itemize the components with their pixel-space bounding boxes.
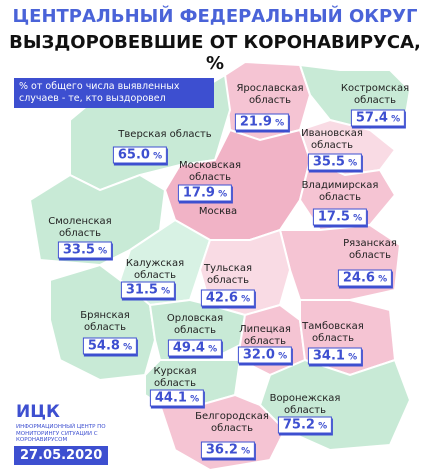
region-value: 31.5 % xyxy=(120,281,176,299)
value-number: 31.5 xyxy=(125,282,158,298)
value-number: 17.9 xyxy=(182,185,215,201)
region-name: Липецкая область xyxy=(239,324,291,347)
region-value: 42.6 % xyxy=(200,289,256,307)
value-unit: % xyxy=(186,394,200,405)
region-name: Белгородская область xyxy=(195,411,269,434)
value-number: 21.9 xyxy=(239,114,272,130)
region-shape xyxy=(278,223,402,301)
region-value: 17.5 % xyxy=(312,208,368,226)
value-number: 33.5 xyxy=(62,242,95,258)
region-value: 65.0 % xyxy=(112,146,168,164)
region-name: Орловская область xyxy=(166,313,224,336)
region-value: 17.9 % xyxy=(177,184,233,202)
value-number: 54.8 xyxy=(87,338,120,354)
value-unit: % xyxy=(214,189,228,200)
value-number: 44.1 xyxy=(154,390,187,406)
value-number: 42.6 xyxy=(205,290,238,306)
region-name: Курская область xyxy=(153,366,197,389)
region-value: 32.0 % xyxy=(237,346,293,364)
region-name: Ивановская область xyxy=(301,128,363,151)
value-number: 49.4 xyxy=(172,340,205,356)
value-number: 75.2 xyxy=(282,417,315,433)
region-value: 21.9 % xyxy=(234,113,290,131)
region-name: Смоленская область xyxy=(48,216,112,239)
region-name: Костромская область xyxy=(340,83,410,106)
region-name: Московская область xyxy=(179,160,241,183)
subtitle: ВЫЗДОРОВЕВШИЕ ОТ КОРОНАВИРУСА, % xyxy=(9,32,421,74)
value-number: 24.6 xyxy=(342,270,375,286)
region-name: Тверская область xyxy=(118,129,212,140)
region-value: 24.6 % xyxy=(337,269,393,287)
value-number: 57.4 xyxy=(355,110,388,126)
value-unit: % xyxy=(157,286,171,297)
region-value: 44.1 % xyxy=(149,389,205,407)
region-name: Владимирская область xyxy=(301,180,379,203)
region-name: Тамбовская область xyxy=(302,321,364,344)
value-unit: % xyxy=(149,151,163,162)
legend: % от общего числа выявленных случаев - т… xyxy=(14,78,214,108)
value-unit: % xyxy=(271,118,285,129)
value-unit: % xyxy=(349,213,363,224)
value-number: 32.0 xyxy=(242,347,275,363)
region-value: 49.4 % xyxy=(167,339,223,357)
value-unit: % xyxy=(119,342,133,353)
value-unit: % xyxy=(274,351,288,362)
region-value: 54.8 % xyxy=(82,337,138,355)
logo-text: ИНФОРМАЦИОННЫЙ ЦЕНТР ПО МОНИТОРИНГУ СИТУ… xyxy=(16,424,106,444)
region-value: 33.5 % xyxy=(57,241,113,259)
value-number: 65.0 xyxy=(117,147,150,163)
value-number: 35.5 xyxy=(312,154,345,170)
value-unit: % xyxy=(204,344,218,355)
region-value: 75.2 % xyxy=(277,416,333,434)
city-name: Москва xyxy=(198,206,238,217)
value-unit: % xyxy=(344,352,358,363)
value-number: 17.5 xyxy=(317,209,350,225)
value-unit: % xyxy=(314,421,328,432)
region-name: Воронежская область xyxy=(269,393,341,416)
region-name: Калужская область xyxy=(125,258,185,281)
region-value: 57.4 % xyxy=(350,109,406,127)
region-name: Ярославская область xyxy=(236,83,304,106)
region-name: Рязанская область xyxy=(343,238,397,261)
region-value: 35.5 % xyxy=(307,153,363,171)
value-number: 34.1 xyxy=(312,348,345,364)
value-unit: % xyxy=(237,294,251,305)
region-name: Тульская область xyxy=(204,263,252,286)
value-unit: % xyxy=(94,246,108,257)
title: ЦЕНТРАЛЬНЫЙ ФЕДЕРАЛЬНЫЙ ОКРУГ xyxy=(12,6,418,27)
value-unit: % xyxy=(237,446,251,457)
value-unit: % xyxy=(374,274,388,285)
region-value: 36.2 % xyxy=(200,441,256,459)
region-value: 34.1 % xyxy=(307,347,363,365)
value-unit: % xyxy=(387,114,401,125)
value-unit: % xyxy=(344,158,358,169)
value-number: 36.2 xyxy=(205,442,238,458)
logo: ИЦК xyxy=(16,402,60,422)
date: 27.05.2020 xyxy=(14,446,109,465)
region-name: Брянская область xyxy=(80,310,130,333)
